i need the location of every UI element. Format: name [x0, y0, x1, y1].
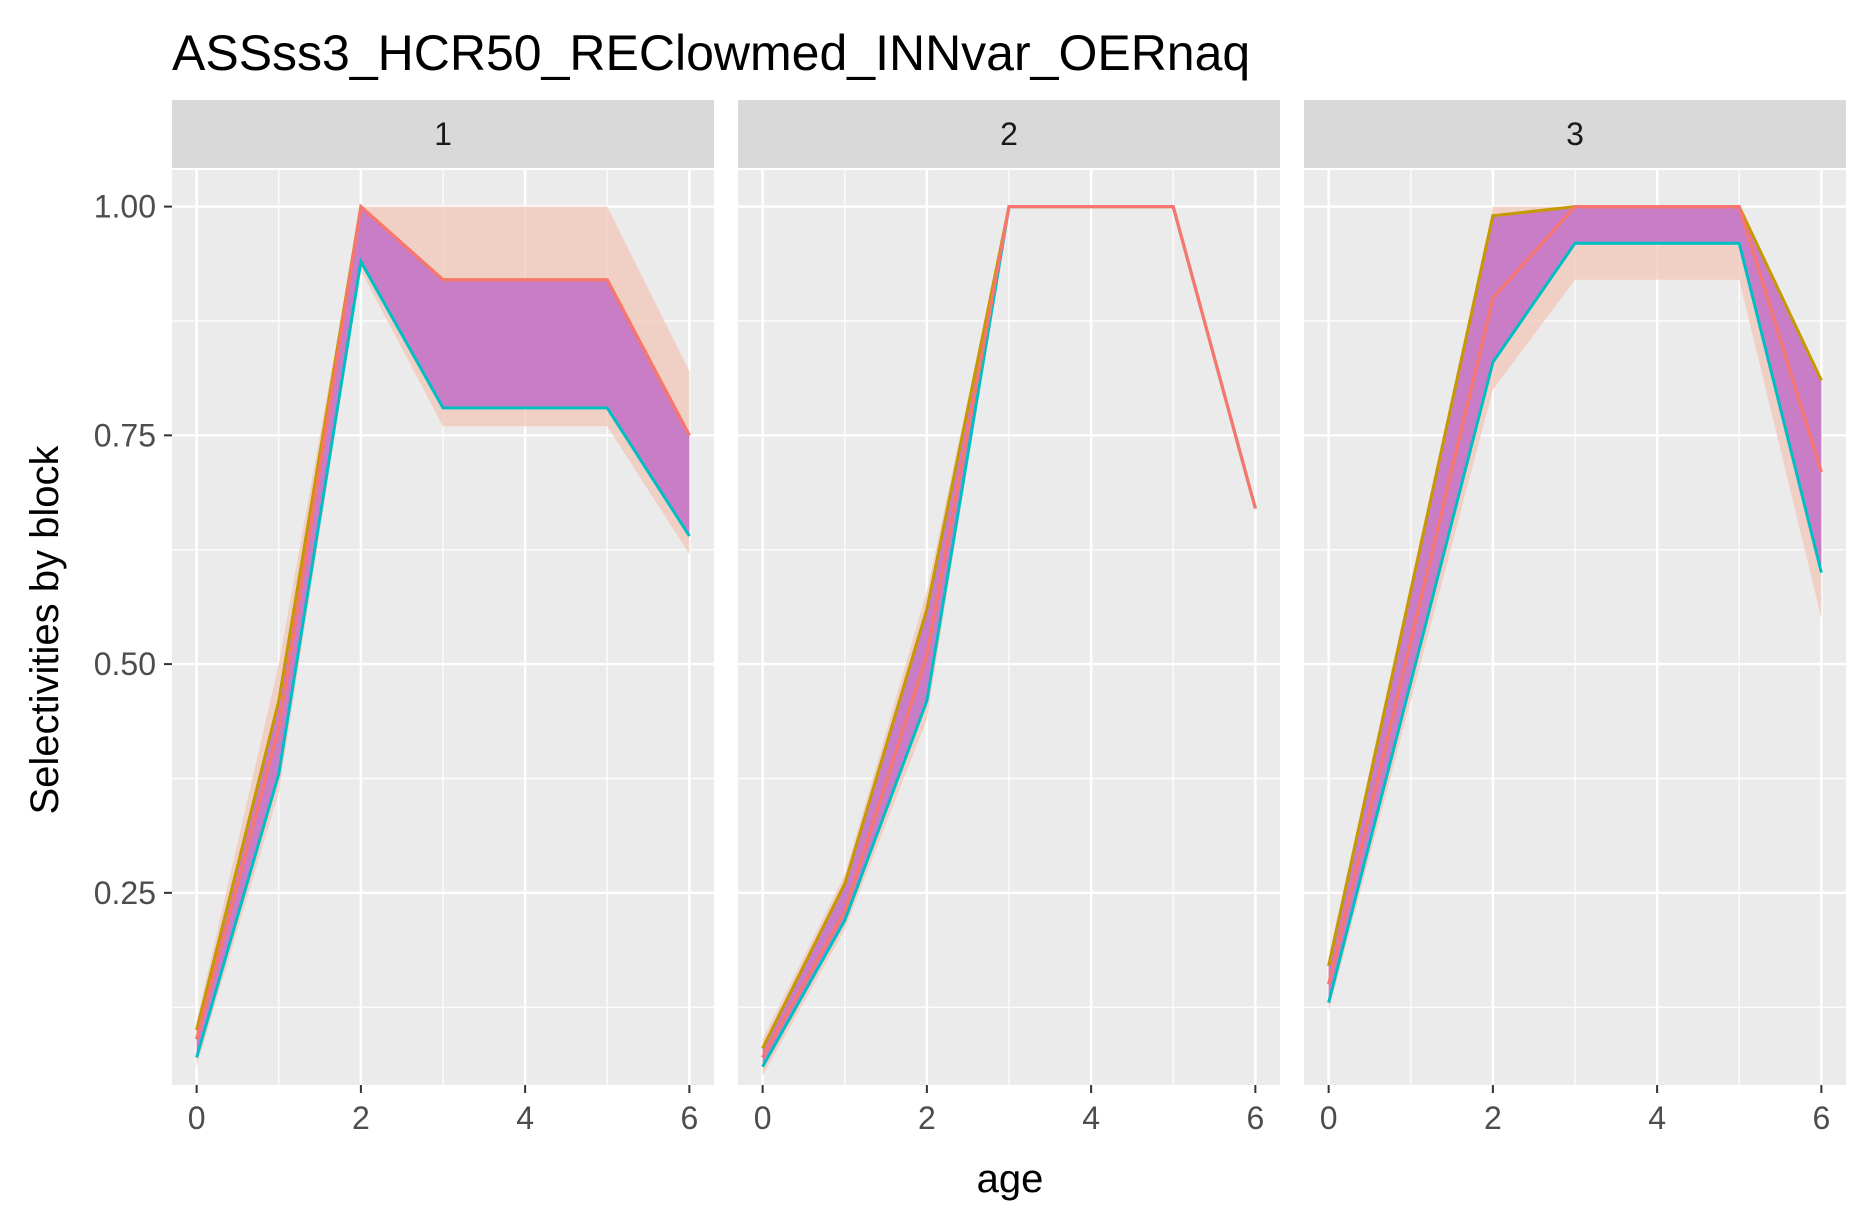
x-tick-label: 0	[1320, 1100, 1338, 1136]
facet-panels: 1 0 2 4 6 2 0 2 4 6 3 0 2 4 6	[172, 100, 1846, 1136]
y-tick-label: 1.00	[94, 189, 156, 225]
series-line-median	[761, 205, 1257, 1059]
series-line-lower	[1327, 241, 1823, 1003]
facet-strip-label: 3	[1566, 116, 1584, 152]
series-line-median	[1327, 205, 1823, 985]
y-tick-label: 0.50	[94, 646, 156, 682]
y-axis-title: Selectivities by block	[23, 444, 67, 814]
x-tick-label: 4	[1648, 1100, 1666, 1136]
facet-strip-label: 2	[1000, 116, 1018, 152]
facet-strip	[738, 100, 1280, 168]
x-tick-label: 4	[1082, 1100, 1100, 1136]
series-line-median	[195, 203, 691, 1040]
y-tick-label: 0.25	[94, 875, 156, 911]
x-tick-label: 6	[1812, 1100, 1830, 1136]
x-tick-label: 0	[754, 1100, 772, 1136]
chart-title: ASSss3_HCR50_REClowmed_INNvar_OERnaq	[172, 25, 1250, 81]
x-tick-label: 6	[680, 1100, 698, 1136]
facet-panel-1: 1 0 2 4 6	[172, 100, 714, 1136]
x-tick-label: 0	[188, 1100, 206, 1136]
x-tick-label: 2	[352, 1100, 370, 1136]
facet-strip	[172, 100, 714, 168]
x-axis-title: age	[977, 1157, 1044, 1201]
facet-strip	[1304, 100, 1846, 168]
facet-strip-label: 1	[434, 116, 452, 152]
y-tick-label: 0.75	[94, 417, 156, 453]
series-line-lower	[195, 257, 691, 1058]
x-tick-label: 2	[1484, 1100, 1502, 1136]
facet-panel-2: 2 0 2 4 6	[738, 100, 1280, 1136]
selectivity-band-outer	[196, 206, 690, 1067]
x-tick-label: 4	[516, 1100, 534, 1136]
x-tick-label: 2	[918, 1100, 936, 1136]
facet-panel-3: 3 0 2 4 6	[1304, 100, 1846, 1136]
y-axis: 0.25 0.50 0.75 1.00	[94, 189, 172, 911]
x-tick-label: 6	[1246, 1100, 1264, 1136]
